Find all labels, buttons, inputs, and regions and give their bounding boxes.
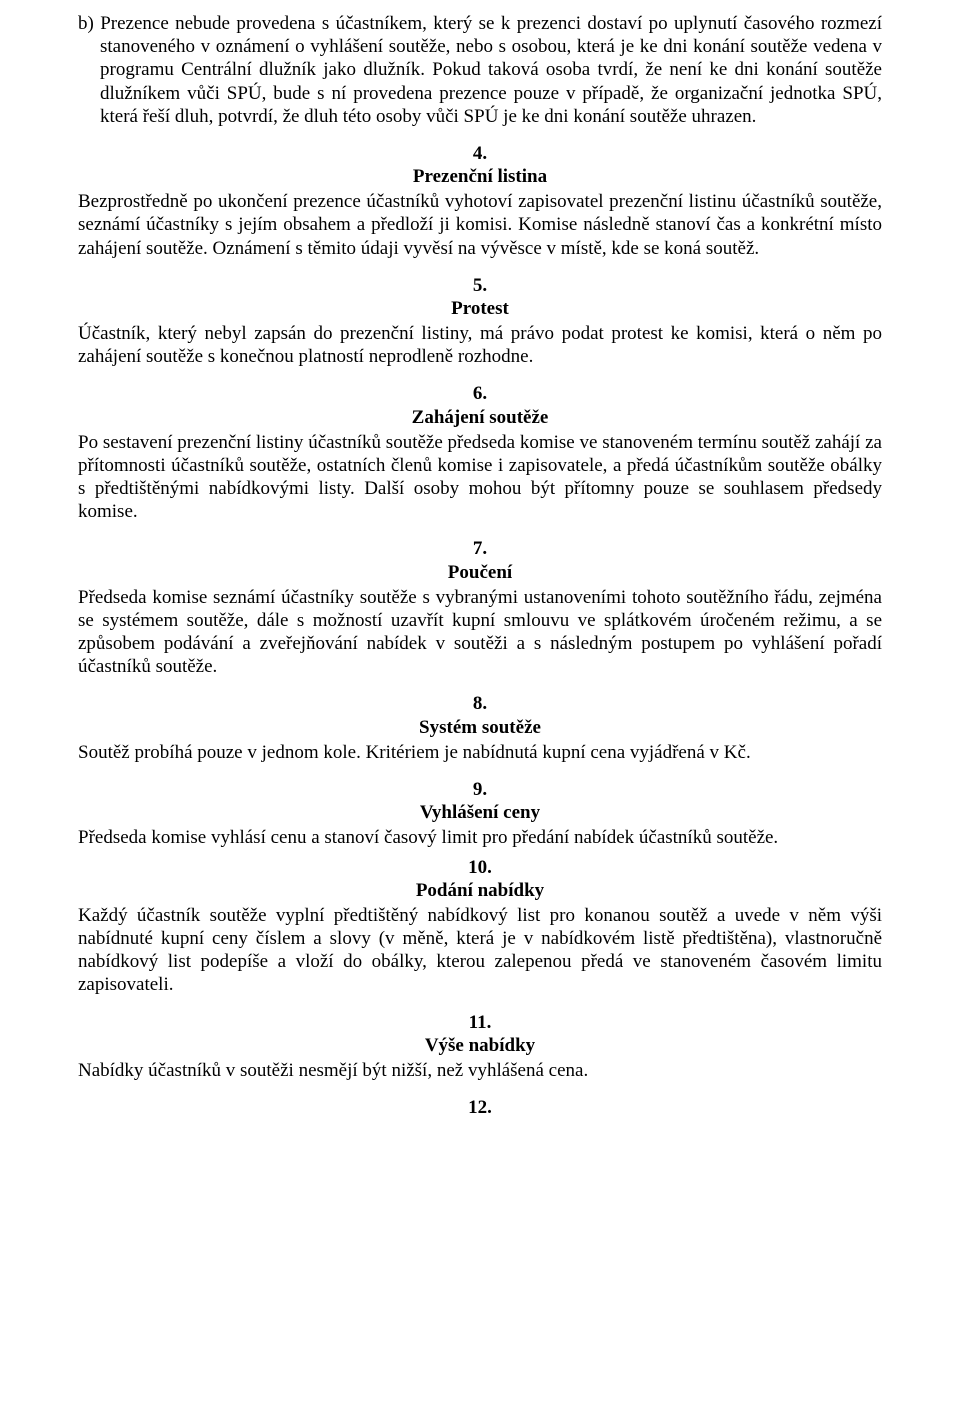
section-6-body: Po sestavení prezenční listiny účastníků… — [78, 431, 882, 524]
section-5-body: Účastník, který nebyl zapsán do prezenčn… — [78, 322, 882, 368]
section-12-number: 12. — [78, 1096, 882, 1119]
section-11-body: Nabídky účastníků v soutěži nesmějí být … — [78, 1059, 882, 1082]
paragraph-b: b) Prezence nebude provedena s účastníke… — [78, 12, 882, 128]
section-9-title: Vyhlášení ceny — [78, 801, 882, 824]
section-8-body: Soutěž probíhá pouze v jednom kole. Krit… — [78, 741, 882, 764]
section-11-number: 11. — [78, 1011, 882, 1034]
section-9-body: Předseda komise vyhlásí cenu a stanoví č… — [78, 826, 882, 849]
section-10-number: 10. — [78, 856, 882, 879]
section-8-number: 8. — [78, 692, 882, 715]
section-7-title: Poučení — [78, 561, 882, 584]
section-11-title: Výše nabídky — [78, 1034, 882, 1057]
section-10-title: Podání nabídky — [78, 879, 882, 902]
section-4-number: 4. — [78, 142, 882, 165]
section-7-body: Předseda komise seznámí účastníky soutěž… — [78, 586, 882, 679]
section-4-title: Prezenční listina — [78, 165, 882, 188]
section-6-title: Zahájení soutěže — [78, 406, 882, 429]
section-5-title: Protest — [78, 297, 882, 320]
section-6-number: 6. — [78, 382, 882, 405]
section-4-body: Bezprostředně po ukončení prezence účast… — [78, 190, 882, 260]
section-7-number: 7. — [78, 537, 882, 560]
section-9-number: 9. — [78, 778, 882, 801]
section-8-title: Systém soutěže — [78, 716, 882, 739]
section-5-number: 5. — [78, 274, 882, 297]
section-10-body: Každý účastník soutěže vyplní předtištěn… — [78, 904, 882, 997]
